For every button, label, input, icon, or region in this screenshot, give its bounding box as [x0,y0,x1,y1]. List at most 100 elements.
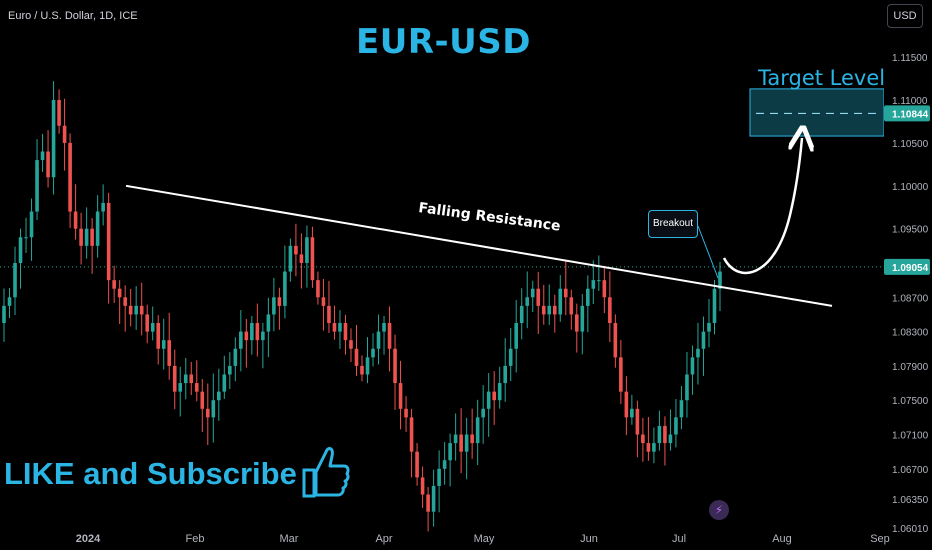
candle-body [101,202,105,212]
candle-body [712,288,717,324]
candle-body [420,477,425,495]
price-tick-label: 1.06350 [892,495,929,506]
price-axis: 1.11500 1.11000 1.10500 1.10000 1.09500 1.087… [884,0,932,550]
candle-body [437,468,441,486]
candle-body [591,280,596,289]
candle-body [172,365,177,392]
candle-body [194,383,199,392]
price-tick-label: 1.07900 [892,362,929,373]
time-tick-label: Apr [375,533,392,545]
candle-body [299,254,304,263]
candle-body [552,305,557,315]
candle-body [663,425,667,444]
candle-body [250,323,254,341]
like-subscribe-text: LIKE and Subscribe [4,456,297,491]
resistance-trendline [125,184,833,307]
resistance-label: Falling Resistance [417,200,561,235]
candle-body [393,348,397,384]
candle-body [387,323,392,349]
candle-body [343,323,348,341]
candle-body [68,142,72,212]
candle-body [459,434,463,452]
lightning-icon[interactable]: ⚡ [709,500,729,520]
candle-body [167,340,172,366]
target-price-label: 1.10844 [892,109,929,120]
candle-body [608,297,612,324]
thumbs-up-icon [298,442,350,505]
candle-body [316,280,320,298]
candle-body [508,348,513,366]
time-tick-label: Feb [186,533,205,545]
price-axis-background [884,0,932,550]
candle-body [630,408,634,418]
candle-body [530,288,535,298]
candle-body [602,280,607,298]
currency-button[interactable]: USD [887,4,923,28]
candle-body [117,288,122,298]
candle-body [635,408,640,435]
current-price-tag [884,258,930,275]
chart-title: EUR-USD [356,22,531,62]
candle-body [619,357,623,392]
candle-body [233,348,238,366]
candle-body [310,237,315,281]
target-level-label: Target Level [758,66,886,90]
candle-body [376,331,381,349]
candle-body [24,237,28,239]
candle-body [519,305,524,324]
price-tick-label: 1.08300 [892,328,929,339]
symbol-info: Euro / U.S. Dollar, 1D, ICE [8,10,138,22]
candle-body [217,391,221,401]
candle-body [442,460,447,469]
candle-body [563,288,568,298]
candle-body [586,288,590,306]
time-tick-label: Mar [280,533,299,545]
price-tick-label: 1.09500 [892,225,929,236]
candle-body [272,297,276,315]
candle-body [106,202,111,281]
candle-body [239,331,243,349]
candle-body [349,340,353,349]
candle-body [156,323,161,349]
candle-body [696,348,700,358]
time-tick-label: Jun [580,533,598,545]
candle-body [277,297,282,306]
candle-body [679,400,684,418]
candle-body [189,374,194,384]
candle-body [597,280,601,282]
price-tick-label: 1.06700 [892,465,929,476]
candle-body [145,314,149,332]
candle-body [486,391,491,409]
candle-body [360,365,364,375]
projection-arrow [722,138,802,275]
price-tick-label: 1.07100 [892,431,929,442]
candle-body [29,211,34,238]
price-tick-label: 1.11500 [892,53,928,64]
candle-body [365,357,370,375]
price-tick-label: 1.07500 [892,396,929,407]
breakout-pointer [697,225,719,279]
candle-body [404,408,408,418]
candle-body [382,323,386,332]
candle-body [525,297,530,306]
candle-body [674,417,678,435]
candle-body [84,228,89,246]
candle-body [183,374,188,384]
candle-body [475,417,480,444]
candle-body [40,151,45,161]
candle-body [453,434,458,444]
candle-body [409,417,414,452]
candle-body [497,383,502,401]
candle-body [332,323,337,332]
candle-body [569,297,574,315]
time-tick-label: May [474,533,495,545]
candle-body [200,391,205,409]
candle-body [18,237,23,263]
candle-body [134,305,138,315]
candle-body [90,228,94,246]
candle-body [150,323,155,332]
candle-body [580,305,585,332]
candle-body [613,323,618,358]
price-tick-label: 1.11000 [892,96,928,107]
